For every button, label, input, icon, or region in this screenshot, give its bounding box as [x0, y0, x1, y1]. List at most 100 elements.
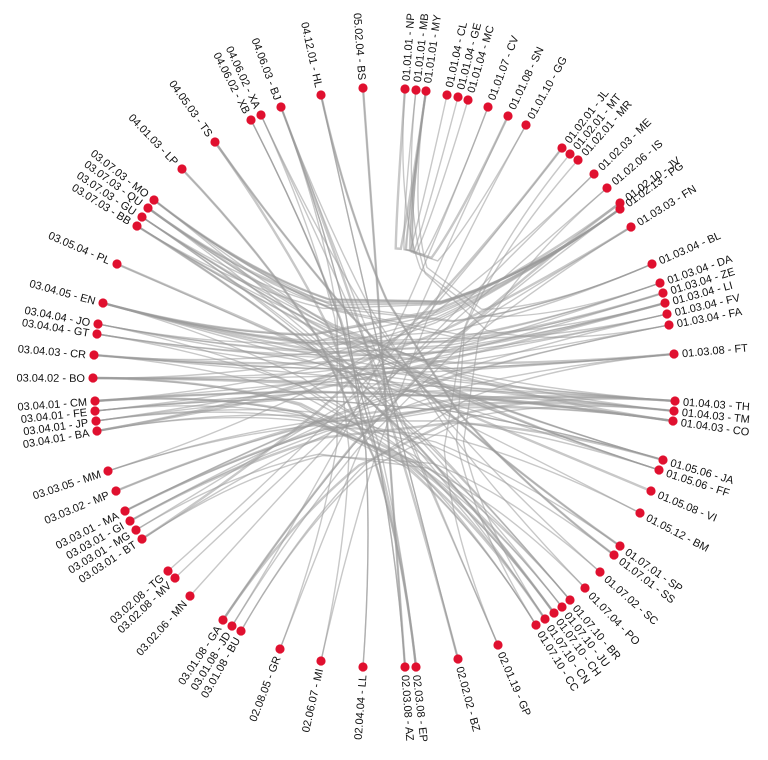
node-dot[interactable]	[557, 602, 567, 612]
node-dot[interactable]	[669, 406, 679, 416]
node-dot[interactable]	[453, 654, 463, 664]
node-dot[interactable]	[660, 298, 670, 308]
node-dot[interactable]	[565, 595, 575, 605]
node-BZ[interactable]: 02.02.02 - BZ	[453, 654, 482, 733]
node-dot[interactable]	[664, 320, 674, 330]
node-dot[interactable]	[256, 110, 266, 120]
node-dot[interactable]	[646, 486, 656, 496]
node-dot[interactable]	[615, 541, 625, 551]
node-dot[interactable]	[88, 373, 98, 383]
node-dot[interactable]	[210, 137, 220, 147]
node-LP[interactable]: 04.01.03 - LP	[126, 112, 187, 174]
node-PL[interactable]: 03.05.04 - PL	[46, 230, 122, 269]
edge-PL-BM	[116, 263, 641, 514]
node-dot[interactable]	[93, 319, 103, 329]
node-dot[interactable]	[358, 83, 368, 93]
node-dot[interactable]	[421, 86, 431, 96]
node-dot[interactable]	[92, 426, 102, 436]
node-dot[interactable]	[103, 466, 113, 476]
node-dot[interactable]	[669, 349, 679, 359]
node-dot[interactable]	[557, 143, 567, 153]
node-dot[interactable]	[626, 222, 636, 232]
node-dot[interactable]	[635, 508, 645, 518]
node-dot[interactable]	[132, 221, 142, 231]
node-dot[interactable]	[143, 203, 153, 213]
node-dot[interactable]	[236, 626, 246, 636]
node-dot[interactable]	[540, 614, 550, 624]
node-dot[interactable]	[227, 621, 237, 631]
node-NP[interactable]: 01.01.01 - NP	[400, 13, 417, 94]
node-dot[interactable]	[125, 516, 135, 526]
node-dot[interactable]	[137, 534, 147, 544]
node-LL[interactable]: 02.04.04 - LL	[353, 662, 370, 740]
node-dot[interactable]	[137, 212, 147, 222]
node-dot[interactable]	[218, 615, 228, 625]
node-dot[interactable]	[92, 329, 102, 339]
node-dot[interactable]	[149, 195, 159, 205]
node-dot[interactable]	[120, 506, 130, 516]
node-dot[interactable]	[400, 84, 410, 94]
node-dot[interactable]	[316, 656, 326, 666]
node-dot[interactable]	[655, 278, 665, 288]
node-TS[interactable]: 04.05.03 - TS	[166, 78, 220, 147]
node-dot[interactable]	[647, 259, 657, 269]
node-dot[interactable]	[565, 149, 575, 159]
node-BS[interactable]: 05.02.04 - BS	[351, 13, 368, 93]
node-CM[interactable]: 03.04.01 - CM	[17, 396, 100, 414]
node-GP[interactable]: 02.01.19 - GP	[493, 640, 533, 718]
node-dot[interactable]	[316, 90, 326, 100]
node-dot[interactable]	[503, 111, 513, 121]
edge-XA-MI	[260, 114, 350, 662]
node-TH[interactable]: 01.04.03 - TH	[670, 396, 750, 413]
node-BO[interactable]: 03.04.02 - BO	[16, 372, 98, 385]
node-dot[interactable]	[573, 155, 583, 165]
node-AZ[interactable]: 02.03.08 - AZ	[399, 662, 416, 742]
node-EN[interactable]: 03.04.05 - EN	[28, 278, 108, 308]
node-dot[interactable]	[358, 662, 368, 672]
node-dot[interactable]	[163, 566, 173, 576]
node-dot[interactable]	[589, 169, 599, 179]
node-dot[interactable]	[662, 309, 672, 319]
node-dot[interactable]	[658, 288, 668, 298]
node-dot[interactable]	[170, 573, 180, 583]
node-MI[interactable]: 02.06.07 - MI	[300, 656, 326, 734]
node-dot[interactable]	[89, 350, 99, 360]
node-dot[interactable]	[580, 583, 590, 593]
node-dot[interactable]	[112, 259, 122, 269]
node-dot[interactable]	[275, 644, 285, 654]
node-dot[interactable]	[602, 183, 612, 193]
node-GR[interactable]: 02.08.05 - GR	[248, 644, 285, 723]
node-dot[interactable]	[493, 640, 503, 650]
edge-BO-CC	[92, 377, 537, 626]
node-dot[interactable]	[91, 416, 101, 426]
node-HL[interactable]: 04.12.01 - HL	[298, 21, 326, 100]
node-dot[interactable]	[246, 115, 256, 125]
node-dot[interactable]	[595, 567, 605, 577]
node-dot[interactable]	[531, 620, 541, 630]
node-CR[interactable]: 03.04.03 - CR	[17, 343, 99, 361]
node-dot[interactable]	[90, 396, 100, 406]
node-dot[interactable]	[549, 608, 559, 618]
node-dot[interactable]	[615, 204, 625, 214]
node-dot[interactable]	[276, 102, 286, 112]
node-dot[interactable]	[668, 416, 678, 426]
node-dot[interactable]	[670, 396, 680, 406]
node-dot[interactable]	[442, 90, 452, 100]
node-dot[interactable]	[521, 120, 531, 130]
node-dot[interactable]	[400, 662, 410, 672]
node-dot[interactable]	[177, 164, 187, 174]
node-dot[interactable]	[111, 486, 121, 496]
node-dot[interactable]	[463, 95, 473, 105]
node-dot[interactable]	[411, 85, 421, 95]
node-dot[interactable]	[185, 591, 195, 601]
node-dot[interactable]	[131, 525, 141, 535]
node-dot[interactable]	[90, 406, 100, 416]
node-dot[interactable]	[654, 465, 664, 475]
node-dot[interactable]	[483, 102, 493, 112]
node-FT[interactable]: 01.03.08 - FT	[669, 342, 749, 360]
node-dot[interactable]	[411, 662, 421, 672]
node-dot[interactable]	[98, 298, 108, 308]
node-dot[interactable]	[658, 455, 668, 465]
node-dot[interactable]	[609, 550, 619, 560]
node-dot[interactable]	[453, 92, 463, 102]
